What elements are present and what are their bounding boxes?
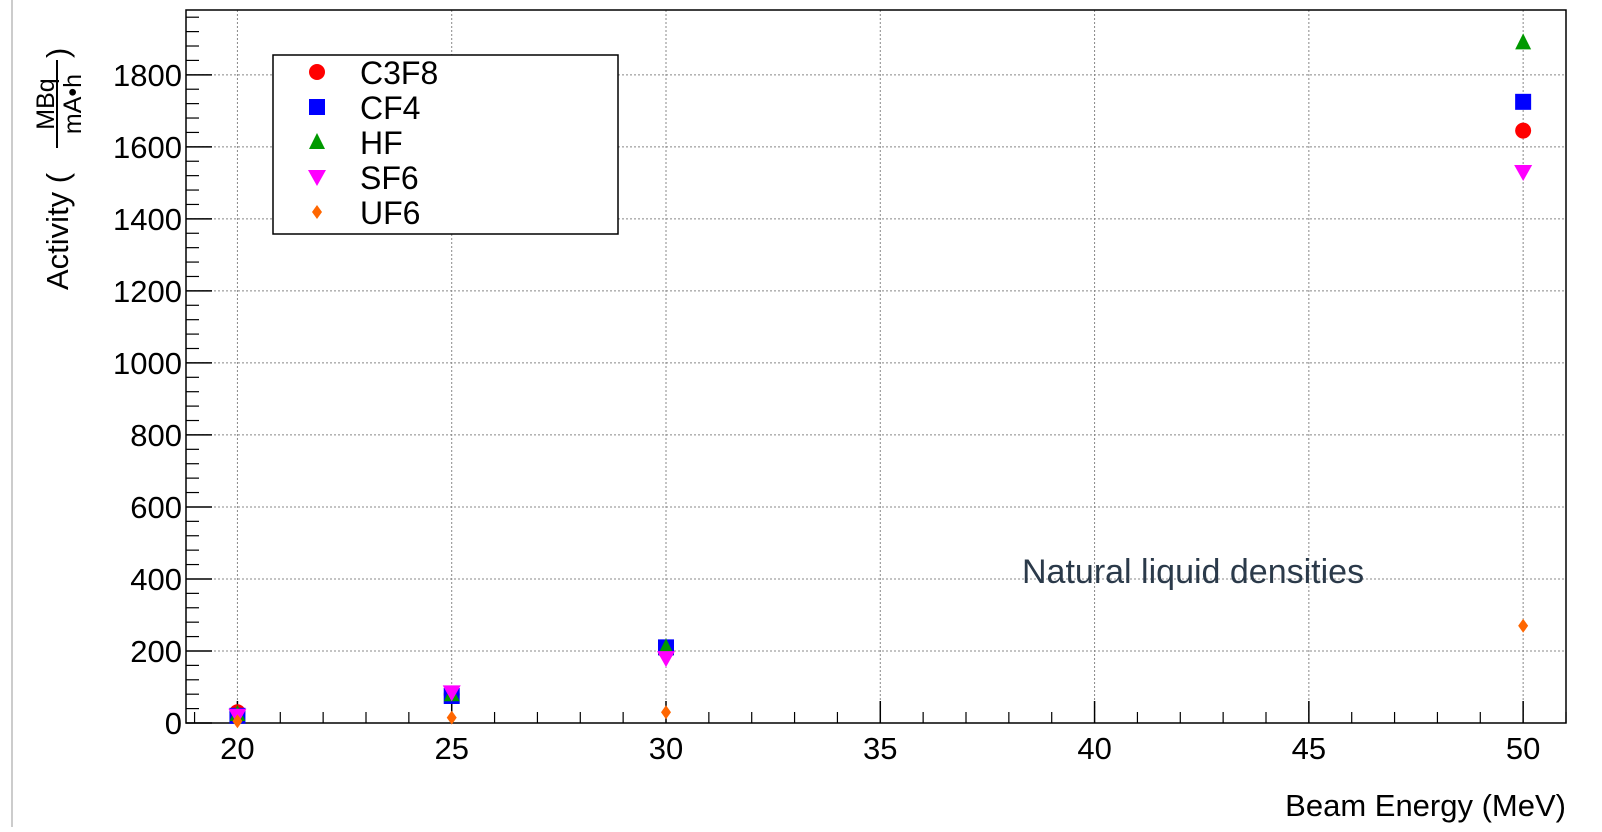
data-point-cf4: [1515, 93, 1532, 110]
y-tick-label: 1600: [113, 130, 182, 165]
series-uf6: [232, 618, 1529, 729]
y-tick-label: 1200: [113, 274, 182, 309]
legend-label: HF: [360, 125, 403, 161]
legend-label: UF6: [360, 195, 420, 231]
data-point-hf: [658, 638, 674, 655]
data-point-sf6: [657, 651, 675, 668]
data-point-uf6: [446, 710, 457, 725]
data-point-uf6: [1518, 618, 1529, 633]
y-axis-label-denominator: mA•h: [59, 74, 87, 134]
x-tick-label: 50: [1506, 731, 1540, 766]
legend-marker: [309, 133, 325, 149]
legend-item-sf6: SF6: [308, 160, 419, 196]
legend-item-cf4: CF4: [309, 90, 420, 126]
x-tick-label: 20: [220, 731, 254, 766]
legend-marker: [308, 170, 326, 186]
legend-label: SF6: [360, 160, 419, 196]
x-tick-label: 45: [1292, 731, 1326, 766]
legend-marker: [309, 64, 325, 80]
y-tick-label: 600: [130, 490, 182, 525]
legend-label: C3F8: [360, 55, 438, 91]
y-axis-label-suffix: ): [40, 48, 75, 58]
y-tick-label: 200: [130, 634, 182, 669]
x-tick-label: 30: [649, 731, 683, 766]
y-tick-label: 800: [130, 418, 182, 453]
grid-lines: [186, 10, 1566, 723]
legend-item-uf6: UF6: [312, 195, 420, 231]
legend-item-hf: HF: [309, 125, 403, 161]
data-point-uf6: [232, 714, 243, 729]
x-axis-label: Beam Energy (MeV): [1285, 788, 1566, 823]
data-point-uf6: [661, 705, 671, 720]
data-point-sf6: [442, 685, 461, 702]
data-point-sf6: [1514, 165, 1533, 182]
y-axis-label-numerator: MBq: [32, 78, 60, 129]
y-axis-label-prefix: Activity (: [40, 172, 75, 290]
legend-item-c3f8: C3F8: [309, 55, 438, 91]
y-tick-labels: 0 200 400 600 800 1000 1200 1400 1600 1800: [113, 58, 182, 741]
x-tick-labels: 20 25 30 35 40 45 50: [220, 731, 1540, 766]
legend-box: [272, 54, 619, 235]
legend-marker: [309, 99, 325, 115]
x-tick-label: 25: [434, 731, 468, 766]
y-tick-label: 1800: [113, 58, 182, 93]
x-tick-label: 35: [863, 731, 897, 766]
chart-annotation: Natural liquid densities: [1022, 553, 1364, 591]
y-tick-label: 400: [130, 562, 182, 597]
data-point-c3f8: [1515, 122, 1532, 139]
y-tick-label: 0: [165, 706, 182, 741]
data-point-hf: [1515, 33, 1532, 50]
y-tick-label: 1400: [113, 202, 182, 237]
y-tick-label: 1000: [113, 346, 182, 381]
legend-marker: [312, 205, 322, 219]
plot-frame: [185, 9, 1567, 724]
legend-label: CF4: [360, 90, 420, 126]
x-tick-label: 40: [1077, 731, 1111, 766]
data-markers: [228, 33, 1533, 729]
y-axis-label: Activity ( MBq mA•h ): [32, 48, 87, 290]
